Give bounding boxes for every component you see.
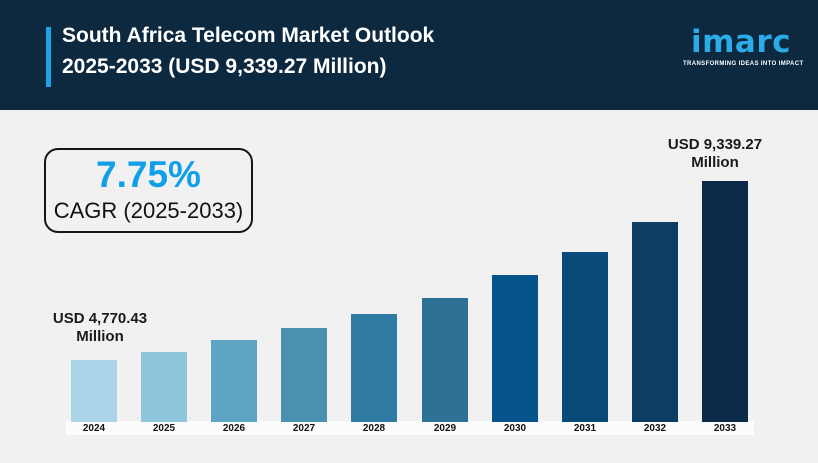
bar-2025	[141, 352, 187, 422]
year-label-2029: 2029	[433, 423, 457, 434]
start-value-label: USD 4,770.43 Million	[30, 310, 170, 346]
imarc-logo: imarc TRANSFORMING IDEAS INTO IMPACT	[683, 24, 804, 67]
bar-2028	[351, 314, 397, 422]
year-label-2025: 2025	[152, 423, 176, 434]
cagr-period-label: CAGR (2025-2033)	[53, 198, 244, 223]
bar-2032	[632, 222, 678, 422]
cagr-card: 7.75% CAGR (2025-2033)	[44, 148, 253, 233]
header: South Africa Telecom Market Outlook 2025…	[0, 0, 818, 110]
year-label-2027: 2027	[292, 423, 316, 434]
bar-2026	[211, 340, 257, 422]
imarc-logo-wordmark: imarc	[690, 24, 791, 60]
year-label-2031: 2031	[573, 423, 597, 434]
bar-2024	[71, 360, 117, 422]
page-title: South Africa Telecom Market Outlook 2025…	[62, 20, 434, 82]
page-title-line1: South Africa Telecom Market Outlook	[62, 24, 435, 47]
year-label-2032: 2032	[643, 423, 667, 434]
end-value-line2: Million	[691, 154, 739, 171]
bar-2029	[422, 298, 468, 422]
page-title-line2: 2025-2033 (USD 9,339.27 Million)	[62, 55, 387, 78]
bar-2033	[702, 181, 748, 422]
year-label-2028: 2028	[362, 423, 386, 434]
start-value-line1: USD 4,770.43	[52, 310, 148, 327]
bar-2031	[562, 252, 608, 422]
bar-2030	[492, 275, 538, 422]
year-label-2026: 2026	[222, 423, 246, 434]
year-label-2024: 2024	[82, 423, 106, 434]
bar-2027	[281, 328, 327, 422]
year-label-2030: 2030	[503, 423, 527, 434]
start-value-line2: Million	[76, 328, 124, 345]
cagr-value: 7.75%	[96, 154, 201, 195]
baseline-strip	[66, 421, 754, 435]
end-value-line1: USD 9,339.27	[667, 136, 763, 153]
title-accent-bar	[46, 27, 51, 87]
year-label-2033: 2033	[713, 423, 737, 434]
end-value-label: USD 9,339.27 Million	[645, 136, 785, 172]
imarc-logo-tagline: TRANSFORMING IDEAS INTO IMPACT	[683, 61, 804, 67]
